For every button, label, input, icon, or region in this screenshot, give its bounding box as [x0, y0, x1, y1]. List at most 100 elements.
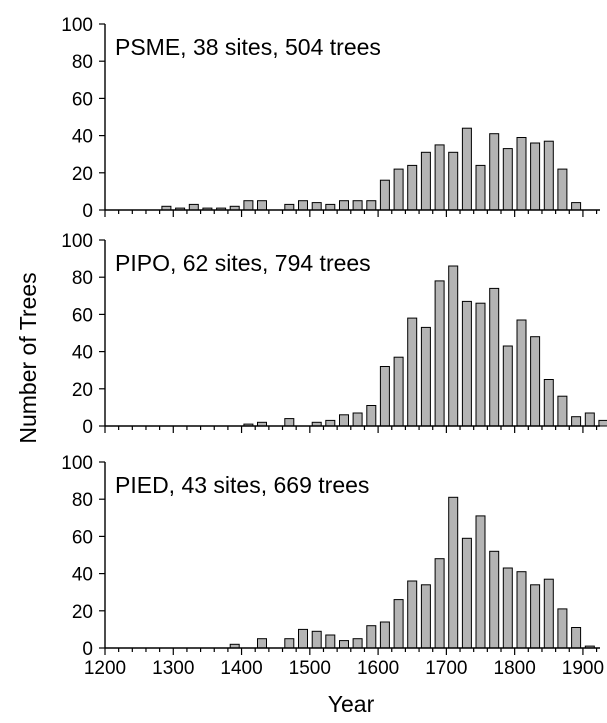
bar — [516, 137, 527, 211]
bar — [379, 621, 390, 649]
x-tick-label: 1600 — [357, 658, 399, 679]
bar — [257, 200, 267, 211]
bar — [516, 319, 527, 427]
y-tick-label: 80 — [72, 490, 93, 511]
x-tick-label: 1300 — [152, 658, 194, 679]
bar — [475, 302, 486, 427]
bar — [298, 200, 308, 211]
bar — [502, 148, 513, 211]
bar — [434, 144, 445, 211]
x-tick-label: 1200 — [84, 658, 126, 679]
y-tick-label: 20 — [72, 602, 93, 623]
bar — [393, 356, 404, 427]
bar — [325, 203, 336, 211]
bar — [339, 414, 349, 427]
bar — [530, 584, 541, 649]
x-tick-label: 1700 — [425, 658, 467, 679]
y-tick-label: 0 — [82, 201, 93, 222]
x-tick-label: 1500 — [289, 658, 331, 679]
bar — [420, 584, 431, 649]
y-tick-label: 100 — [61, 453, 93, 474]
y-axis-title: Number of Trees — [15, 272, 41, 443]
bar — [434, 558, 445, 649]
bar — [407, 164, 418, 211]
bar — [557, 168, 568, 211]
bar — [407, 317, 418, 427]
bar — [584, 412, 595, 427]
y-tick-label: 0 — [82, 639, 93, 660]
bar — [571, 416, 582, 427]
bar — [420, 151, 431, 211]
y-tick-label: 80 — [72, 52, 93, 73]
bar — [420, 326, 431, 427]
x-tick-label: 1400 — [220, 658, 262, 679]
bar — [598, 419, 607, 427]
y-tick-label: 20 — [72, 380, 93, 401]
bar — [339, 640, 349, 649]
x-tick-label: 1800 — [494, 658, 536, 679]
bar — [571, 627, 582, 649]
bar — [366, 200, 377, 211]
y-tick-label: 40 — [72, 127, 93, 148]
bar — [543, 578, 554, 649]
bar — [352, 200, 363, 211]
bar — [516, 571, 527, 649]
bar — [543, 140, 554, 211]
bar — [284, 638, 295, 649]
bar — [325, 634, 336, 649]
panel-title: PSME, 38 sites, 504 trees — [115, 34, 381, 60]
bar — [448, 151, 459, 211]
bar — [366, 625, 377, 649]
bar — [434, 280, 445, 427]
y-tick-label: 0 — [82, 417, 93, 438]
bar — [489, 133, 500, 211]
bar — [379, 179, 390, 211]
bar — [243, 200, 254, 211]
bar — [366, 405, 377, 427]
bar — [284, 418, 295, 427]
y-tick-label: 40 — [72, 565, 93, 586]
panels: 0 20 40 60 80 100 PSME, 38 sites, 504 trees 0 20… — [61, 15, 607, 679]
y-tick-label: 60 — [72, 305, 93, 326]
bar — [448, 265, 459, 427]
bar — [352, 412, 363, 427]
bar — [475, 164, 486, 211]
x-axis-title: Year — [328, 691, 375, 717]
y-tick-label: 80 — [72, 268, 93, 289]
bar — [543, 379, 554, 427]
panel-title: PIED, 43 sites, 669 trees — [115, 472, 369, 498]
bar — [339, 200, 349, 211]
chart-panel-3: 0 20 40 60 80 100 1200 1300 1400 1500 1600 1700 1800… — [61, 453, 604, 679]
bar — [461, 127, 472, 211]
bar — [530, 142, 541, 211]
bar — [461, 300, 472, 427]
bar — [557, 395, 568, 427]
chart-panel-2: 0 20 40 60 80 100 PIPO, 62 sites, 794 trees — [61, 231, 607, 438]
y-tick-label: 40 — [72, 343, 93, 364]
bar — [448, 496, 459, 649]
bar — [489, 550, 500, 649]
chart-panel-1: 0 20 40 60 80 100 PSME, 38 sites, 504 trees — [61, 15, 600, 222]
bar — [557, 608, 568, 649]
bar — [188, 203, 199, 211]
bar — [284, 203, 295, 211]
bar — [311, 630, 322, 649]
bar — [393, 599, 404, 649]
y-tick-label: 100 — [61, 15, 93, 36]
bar — [257, 638, 267, 649]
panel-title: PIPO, 62 sites, 794 trees — [115, 250, 371, 276]
y-tick-label: 100 — [61, 231, 93, 252]
bar — [489, 287, 500, 427]
bar — [393, 168, 404, 211]
y-tick-label: 60 — [72, 89, 93, 110]
bar — [502, 567, 513, 649]
bar — [298, 628, 308, 649]
bar — [461, 537, 472, 649]
bar — [530, 336, 541, 427]
x-tick-label: 1900 — [562, 658, 604, 679]
bar — [475, 515, 486, 649]
bar — [571, 202, 582, 211]
bar — [379, 366, 390, 427]
bar — [325, 419, 336, 427]
